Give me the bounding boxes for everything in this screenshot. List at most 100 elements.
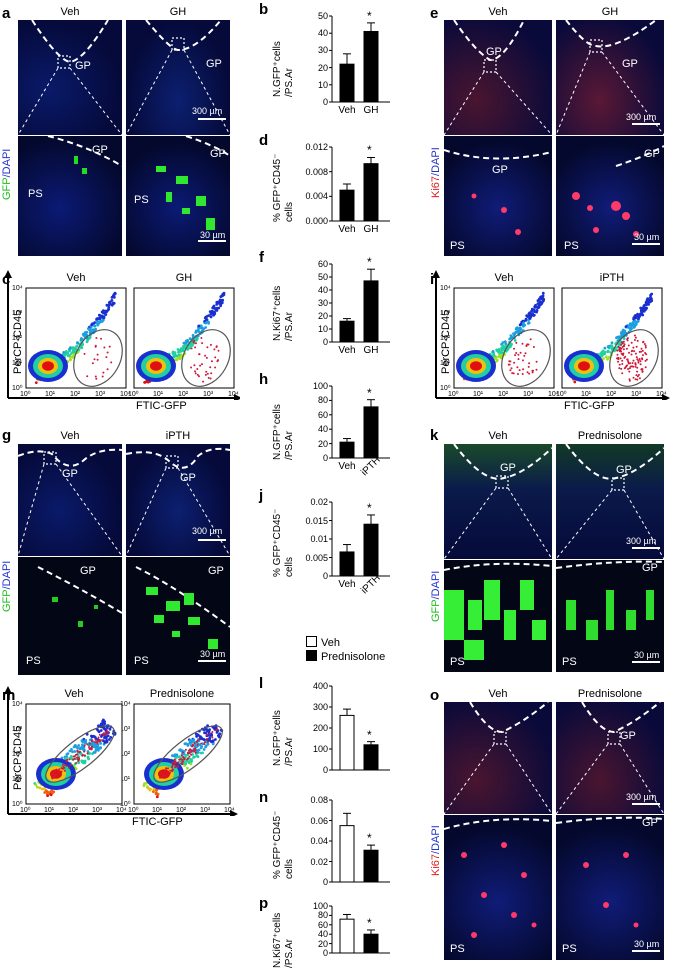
x-arrowhead bbox=[662, 394, 670, 400]
panel-label-p: p bbox=[259, 895, 269, 912]
bar-chart-svg bbox=[329, 263, 390, 343]
bar bbox=[363, 406, 379, 459]
flow-plot-title: GH bbox=[175, 272, 193, 284]
flow-x-tick: 10⁴ bbox=[228, 391, 239, 398]
bar-chart-d: % GFP⁺CD45⁻ cells 0.000 0.004 0.008 0.012 Veh G… bbox=[262, 137, 407, 247]
y-tick-label: 20 bbox=[317, 938, 328, 949]
panel-k-pred-zoom: GP PS 30 µm bbox=[556, 560, 664, 672]
panel-k-col1-title: Veh bbox=[488, 430, 508, 442]
bar bbox=[363, 744, 379, 771]
panel-k-gp-label-2: GP bbox=[616, 464, 632, 476]
bar-chart-l: N.GFP⁺cells/PS.Ar 0 100 200 300 400 * bbox=[262, 676, 407, 782]
panel-o-gp-zoom-label: GP bbox=[642, 817, 658, 829]
panel-e-ps-label: PS bbox=[450, 240, 465, 252]
legend-veh: Veh bbox=[306, 636, 385, 650]
panel-o-ps-label-2: PS bbox=[562, 943, 577, 955]
bar bbox=[339, 320, 355, 343]
y-tick-label: 0.02 bbox=[310, 497, 328, 507]
panel-o-veh-overview bbox=[444, 702, 552, 814]
bar bbox=[363, 849, 379, 883]
panel-e-col1-title: Veh bbox=[488, 6, 508, 18]
significance-star: * bbox=[367, 500, 372, 515]
y-arrowhead bbox=[4, 270, 12, 278]
significance-star: * bbox=[367, 727, 372, 742]
panel-c-flow: 10⁰10⁰10¹10¹10²10²10³10³10⁴10⁴Veh0.005±0… bbox=[0, 270, 240, 412]
flow-y-tick: 10² bbox=[440, 335, 451, 342]
flow-y-tick: 10³ bbox=[12, 310, 23, 317]
bar-chart-n: % GFP⁺CD45⁻ cells 0 0.02 0.04 0.06 0.08 * bbox=[262, 790, 407, 894]
flow-plot-title: Veh bbox=[64, 688, 84, 700]
panel-label-c: c bbox=[2, 271, 11, 288]
x-tick-label: Veh bbox=[338, 345, 356, 356]
panel-g-gp-zoom-label-2: GP bbox=[208, 565, 224, 577]
bar-chart-p: N.Ki67⁺cells/PS.Ar 0 20 40 60 80 100 * bbox=[262, 896, 407, 968]
panel-label-n: n bbox=[259, 789, 269, 806]
flow-plot-svg bbox=[432, 270, 670, 400]
panel-label-e: e bbox=[430, 5, 439, 22]
panel-label-o: o bbox=[430, 687, 440, 704]
prednisolone-legend: Veh Prednisolone bbox=[306, 636, 385, 664]
flow-y-tick: 10⁴ bbox=[12, 701, 23, 708]
y-tick-label: 20 bbox=[317, 438, 328, 449]
panel-k-veh-zoom: PS bbox=[444, 560, 552, 672]
y-tick-label: 0.04 bbox=[310, 836, 328, 846]
panel-a-gh-overview: GP 300 µm bbox=[126, 20, 230, 135]
bar bbox=[363, 30, 379, 103]
panel-e-ps-label-2: PS bbox=[564, 240, 579, 252]
bar bbox=[339, 714, 355, 771]
x-tick-label: Veh bbox=[338, 579, 356, 590]
y-tick-label: 400 bbox=[312, 681, 328, 691]
x-tick-label: GH bbox=[363, 224, 379, 235]
panel-label-h: h bbox=[259, 371, 269, 388]
panel-e-gh-zoom: GP PS 30 µm bbox=[556, 136, 664, 256]
flow-y-tick: 10³ bbox=[12, 726, 23, 733]
y-tick-label: 60 bbox=[317, 259, 328, 269]
panel-label-f: f bbox=[259, 249, 264, 266]
panel-a-veh-overview: GP bbox=[18, 20, 122, 135]
flow-x-tick: 10⁴ bbox=[116, 807, 127, 814]
panel-label-d: d bbox=[259, 132, 269, 149]
panel-a-stain-label: GFP/DAPI bbox=[1, 148, 13, 200]
flow-y-axis-label: PerCP-CD45 bbox=[12, 725, 24, 790]
flow-x-tick: 10³ bbox=[523, 391, 534, 398]
legend-prednisolone: Prednisolone bbox=[306, 650, 385, 664]
panel-a-gp-label: GP bbox=[75, 60, 91, 72]
flow-x-tick: 10⁰ bbox=[20, 391, 31, 398]
panel-k-gp-zoom-label: GP bbox=[642, 562, 658, 574]
panel-e-gp-label-2: GP bbox=[622, 58, 638, 70]
flow-x-tick: 10³ bbox=[92, 807, 103, 814]
bar bbox=[363, 280, 379, 343]
gated-events bbox=[159, 728, 219, 779]
x-tick-label: Veh bbox=[338, 105, 356, 116]
panel-o-pred-zoom: GP PS 30 µm bbox=[556, 815, 664, 960]
panel-g-stain-label: GFP/DAPI bbox=[1, 560, 13, 612]
flow-y-tick: 10³ bbox=[440, 310, 451, 317]
y-tick-label: 0.015 bbox=[305, 515, 328, 526]
significance-star: * bbox=[367, 385, 372, 400]
flow-x-tick: 10⁰ bbox=[20, 807, 31, 814]
x-arrowhead bbox=[234, 394, 240, 400]
panel-a-ps-label-2: PS bbox=[134, 194, 149, 206]
flow-y-axis-label: PerCP-CD45 bbox=[440, 309, 452, 374]
flow-plot-svg bbox=[4, 270, 240, 400]
y-tick-label: 0.01 bbox=[310, 534, 328, 544]
flow-plot-title: Veh bbox=[494, 272, 514, 284]
y-tick-label: 60 bbox=[317, 919, 328, 930]
panel-e-scale-top: 300 µm bbox=[626, 112, 657, 122]
y-tick-label: 40 bbox=[317, 929, 328, 940]
y-tick-label: 30 bbox=[317, 298, 328, 308]
flow-x-tick: 10¹ bbox=[152, 807, 163, 814]
flow-plot-title: Veh bbox=[66, 272, 86, 284]
y-tick-label: 0 bbox=[322, 97, 328, 107]
panel-a-gp-zoom-label: GP bbox=[92, 144, 108, 156]
panel-k-gp-label: GP bbox=[500, 462, 516, 474]
panel-k-stain-label: GFP/DAPI bbox=[430, 570, 442, 622]
panel-e-gp-label: GP bbox=[486, 46, 502, 58]
bar bbox=[339, 551, 355, 577]
bar bbox=[363, 523, 379, 577]
flow-x-tick: 10³ bbox=[95, 391, 106, 398]
y-tick-label: 40 bbox=[317, 424, 328, 435]
panel-g-ipth-overview: GP 300 µm bbox=[126, 444, 230, 556]
panel-label-i: i bbox=[430, 271, 435, 288]
y-tick-label: 0 bbox=[322, 571, 328, 581]
